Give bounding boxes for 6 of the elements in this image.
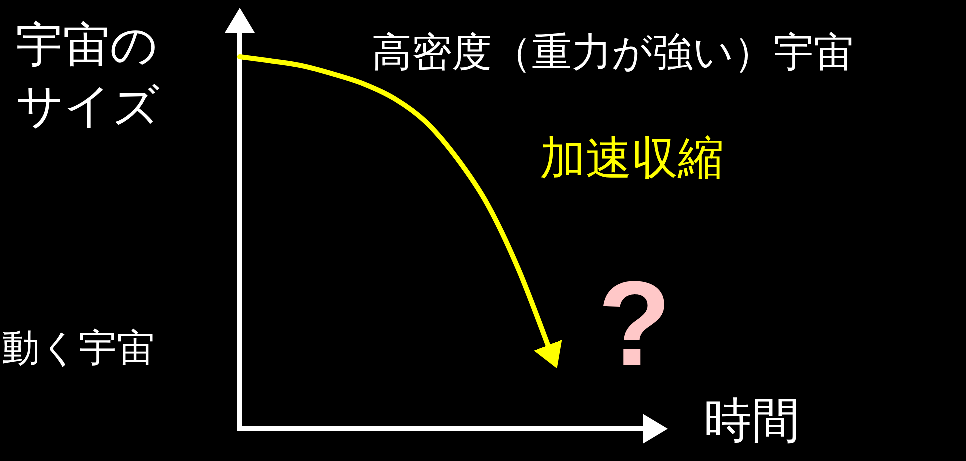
x-axis-title: 時間 bbox=[704, 394, 800, 450]
y-axis-title: 宇宙のサイズ bbox=[16, 17, 161, 134]
series-label: 高密度（重力が強い）宇宙 bbox=[372, 30, 854, 76]
annotation: 加速収縮 bbox=[540, 132, 724, 185]
text: 動く宇宙 bbox=[2, 328, 155, 372]
annotation: ? bbox=[598, 256, 672, 393]
